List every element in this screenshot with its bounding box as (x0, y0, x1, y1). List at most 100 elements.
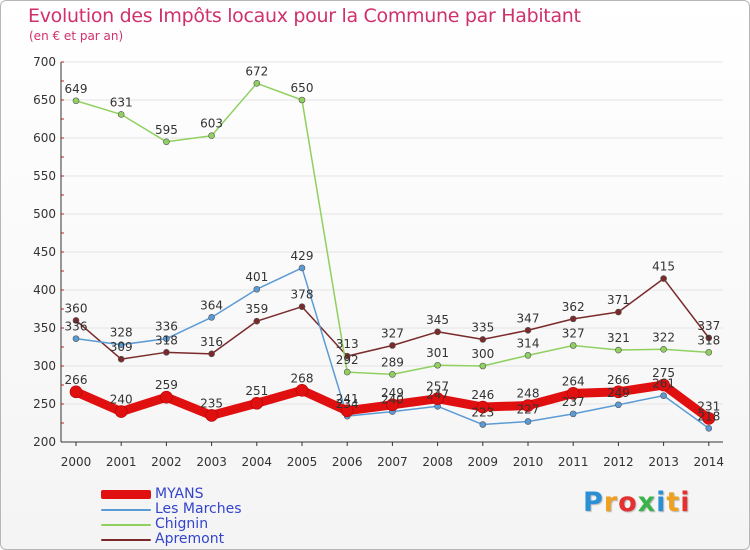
y-tick-label: 300 (33, 359, 56, 373)
data-label: 309 (110, 340, 133, 354)
data-point (566, 387, 580, 400)
proxiti-logo: Proxiti (583, 487, 691, 518)
legend-swatch (101, 538, 151, 541)
legend-label: Les Marches (155, 501, 242, 517)
legend-swatch (101, 508, 151, 511)
x-tick-label: 2006 (332, 455, 363, 469)
data-point (295, 384, 309, 397)
data-label: 328 (110, 326, 133, 340)
series-myans (69, 378, 716, 425)
data-label: 249 (381, 386, 404, 400)
data-point (114, 405, 128, 418)
data-point (479, 421, 487, 428)
chart-title: Evolution des Impôts locaux pour la Comm… (28, 5, 581, 27)
data-label: 327 (562, 326, 585, 340)
data-label: 313 (336, 337, 359, 351)
data-label: 316 (200, 335, 223, 349)
data-label: 429 (291, 249, 314, 263)
data-label: 378 (291, 288, 314, 302)
data-point (340, 404, 354, 418)
data-point (253, 285, 261, 293)
data-label: 371 (607, 293, 630, 307)
x-tick-label: 2004 (242, 455, 273, 469)
data-point (298, 303, 306, 311)
data-point (208, 132, 215, 140)
legend-label: Apremont (155, 531, 225, 547)
y-tick-label: 200 (33, 435, 56, 449)
y-tick-label: 700 (33, 55, 56, 69)
y-tick-label: 550 (33, 169, 56, 183)
data-label: 672 (245, 64, 268, 78)
legend-item: MYANS (101, 487, 242, 502)
data-label: 231 (697, 399, 720, 413)
data-label: 360 (65, 301, 88, 315)
data-point (250, 396, 264, 410)
data-label: 268 (291, 371, 314, 385)
data-point (163, 349, 170, 356)
data-point (298, 264, 306, 272)
data-label: 234 (336, 397, 359, 411)
legend-swatch (101, 523, 151, 526)
data-label: 314 (517, 336, 540, 350)
data-label: 359 (245, 302, 268, 316)
data-label: 292 (336, 353, 359, 367)
data-point (298, 96, 306, 104)
data-point (117, 341, 125, 349)
logo-letter: i (680, 487, 691, 518)
y-tick-label: 650 (33, 93, 56, 107)
data-point (476, 400, 490, 414)
x-tick-label: 2010 (513, 455, 544, 469)
data-point (524, 352, 532, 359)
data-point (389, 371, 396, 378)
legend-label: MYANS (155, 486, 204, 502)
data-label: 300 (471, 347, 494, 361)
data-point (431, 392, 444, 405)
data-point (660, 275, 667, 282)
legend-item: Les Marches (101, 502, 242, 517)
data-label: 336 (65, 320, 88, 334)
data-label: 364 (200, 298, 223, 312)
data-point (386, 398, 399, 412)
data-point (389, 342, 396, 349)
legend-item: Chignin (101, 517, 242, 532)
data-label: 257 (426, 380, 449, 394)
data-point (524, 326, 532, 334)
data-point (434, 328, 441, 336)
data-point (163, 335, 170, 342)
x-tick-label: 2011 (558, 455, 589, 469)
x-tick-label: 2003 (196, 455, 227, 469)
y-tick-label: 400 (33, 283, 56, 297)
data-point (72, 317, 80, 324)
legend-label: Chignin (155, 516, 209, 532)
data-label: 301 (426, 346, 449, 360)
y-tick-label: 500 (33, 207, 56, 221)
data-label: 240 (381, 393, 404, 407)
data-label: 318 (155, 333, 178, 347)
data-point (253, 317, 261, 325)
logo-letter: P (583, 487, 604, 518)
data-label: 649 (65, 82, 88, 96)
data-label: 259 (155, 378, 178, 392)
x-tick-label: 2013 (648, 455, 679, 469)
data-label: 650 (291, 81, 314, 95)
data-point (657, 378, 670, 392)
x-tick-label: 2007 (377, 455, 408, 469)
data-point (660, 392, 667, 399)
data-label: 249 (607, 386, 630, 400)
data-point (72, 97, 80, 105)
data-label: 218 (697, 409, 720, 423)
x-tick-label: 2000 (61, 455, 92, 469)
data-label: 235 (200, 396, 223, 410)
series-apremont (72, 275, 713, 363)
data-label: 327 (381, 326, 404, 340)
y-tick-label: 250 (33, 397, 56, 411)
x-tick-label: 2001 (106, 455, 137, 469)
logo-letter: i (656, 487, 667, 518)
data-point (569, 342, 577, 349)
data-label: 275 (652, 366, 675, 380)
data-label: 289 (381, 355, 404, 369)
data-point (117, 355, 125, 363)
data-label: 240 (110, 393, 133, 407)
data-label: 595 (155, 123, 178, 137)
data-label: 401 (245, 270, 268, 284)
